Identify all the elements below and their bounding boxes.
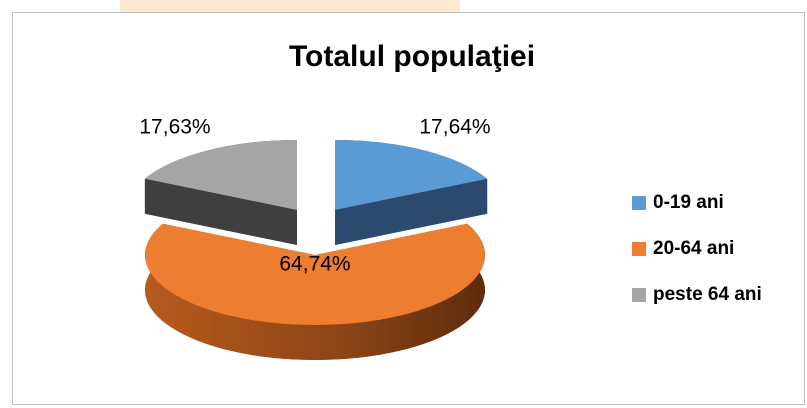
slice: [145, 223, 486, 325]
legend-label: 20-64 ani: [653, 238, 734, 259]
slice: [335, 140, 488, 210]
legend-swatch: [632, 196, 646, 210]
legend-swatch: [632, 242, 646, 256]
highlight-strip: [120, 0, 460, 12]
data-label: 64,74%: [279, 253, 350, 276]
legend-swatch: [632, 288, 646, 302]
slice: [144, 140, 297, 210]
data-label: 17,63%: [139, 116, 210, 139]
chart-title: Totalul populaţiei: [289, 40, 535, 73]
legend: 0-19 ani 20-64 ani peste 64 ani: [632, 192, 762, 305]
slice-edge: [335, 178, 488, 245]
pie: [144, 140, 488, 360]
slice-wall: [145, 223, 486, 360]
slice-edge: [144, 178, 297, 245]
legend-label: peste 64 ani: [653, 284, 762, 305]
data-label: 17,64%: [419, 116, 490, 139]
legend-label: 0-19 ani: [653, 192, 724, 213]
